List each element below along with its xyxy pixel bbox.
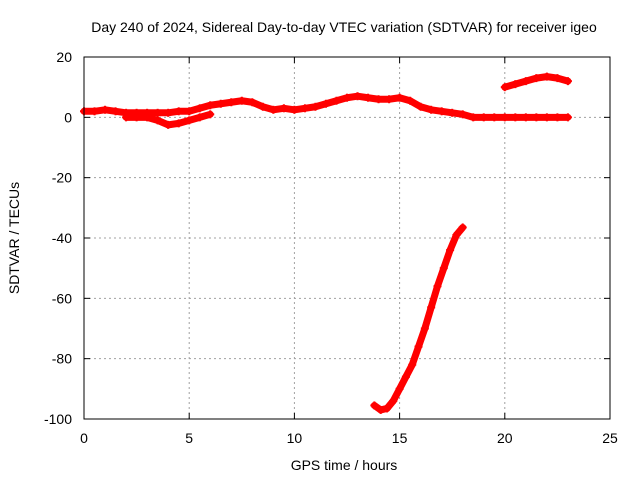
y-axis-label: SDTVAR / TECUs [6, 182, 22, 294]
y-tick-label: 0 [64, 109, 72, 125]
x-tick-label: 0 [80, 430, 88, 446]
y-tick-label: -80 [52, 351, 72, 367]
y-tick-label: -40 [52, 230, 72, 246]
y-tick-label: -60 [52, 290, 72, 306]
x-tick-label: 5 [185, 430, 193, 446]
data-point-arc-20h [563, 77, 572, 86]
y-tick-label: -20 [52, 170, 72, 186]
axis-ticks: 0 5 10 15 20 25 20 0 -20 -40 -60 -80 -100 [44, 49, 618, 446]
x-tick-label: 15 [392, 430, 408, 446]
data-point-main [563, 113, 572, 122]
plot-frame [83, 56, 611, 420]
chart-title: Day 240 of 2024, Sidereal Day-to-day VTE… [91, 19, 597, 35]
x-tick-label: 20 [497, 430, 513, 446]
data-points [80, 72, 572, 414]
data-trace-dip-14-18h [452, 223, 467, 239]
y-tick-label: 20 [56, 49, 72, 65]
data-point-dip-14-18h [458, 223, 467, 232]
x-axis-label: GPS time / hours [291, 457, 398, 473]
data-trace-dip-14-18h [427, 282, 441, 311]
y-tick-label: -100 [44, 411, 72, 427]
data-point-lower-branch [206, 110, 215, 119]
x-tick-label: 25 [602, 430, 618, 446]
data-trace-dip-14-18h [421, 303, 435, 332]
x-tick-label: 10 [287, 430, 303, 446]
